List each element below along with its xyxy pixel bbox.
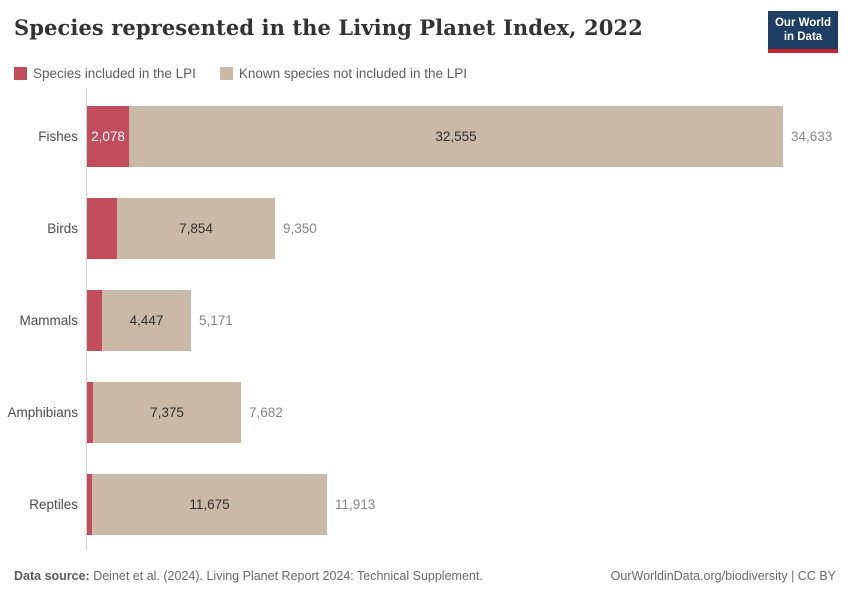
bar-total-value: 11,913 (335, 497, 376, 512)
bar-segment-lpi[interactable] (87, 198, 117, 259)
stacked-bar: 11,675 11,913 (87, 474, 375, 535)
bar-segment-value: 7,375 (150, 405, 184, 420)
bar-total-value: 7,682 (249, 405, 283, 420)
data-source-label: Data source: (14, 569, 90, 583)
bar-segment-value: 32,555 (435, 129, 477, 144)
bar-segment-not-included[interactable]: 11,675 (92, 474, 327, 535)
bar-segment-lpi[interactable] (87, 474, 92, 535)
chart-row-mammals: Mammals 4,447 5,171 (0, 290, 850, 351)
stacked-bar: 4,447 5,171 (87, 290, 233, 351)
bar-segment-not-included[interactable]: 7,375 (93, 382, 241, 443)
owid-logo-line1: Our World (774, 17, 831, 29)
chart-row-reptiles: Reptiles 11,675 11,913 (0, 474, 850, 535)
bar-segment-lpi[interactable] (87, 290, 102, 351)
bar-segment-value: 11,675 (189, 497, 230, 512)
chart-footer: Data source: Deinet et al. (2024). Livin… (14, 569, 836, 583)
bar-segment-lpi[interactable] (87, 382, 93, 443)
y-axis-line (86, 88, 87, 550)
legend-label-not-included: Known species not included in the LPI (238, 66, 468, 81)
stacked-bar: 7,854 9,350 (87, 198, 317, 259)
stacked-bar: 7,375 7,682 (87, 382, 283, 443)
legend-item-lpi: Species included in the LPI (14, 66, 196, 81)
category-label: Mammals (19, 313, 78, 328)
bar-total-value: 9,350 (283, 221, 317, 236)
category-label: Amphibians (7, 405, 78, 420)
legend-swatch-lpi (14, 67, 27, 80)
chart-row-fishes: Fishes 2,078 32,555 34,633 (0, 106, 850, 167)
category-label: Fishes (38, 129, 78, 144)
category-label: Reptiles (29, 497, 78, 512)
chart-row-birds: Birds 7,854 9,350 (0, 198, 850, 259)
bar-segment-not-included[interactable]: 4,447 (102, 290, 191, 351)
legend-swatch-not-included (219, 67, 233, 80)
chart-legend: Species included in the LPI Known specie… (14, 66, 467, 81)
legend-label-lpi: Species included in the LPI (33, 66, 196, 81)
bar-total-value: 34,633 (791, 129, 833, 144)
bar-segment-value: 7,854 (179, 221, 213, 236)
bar-segment-value: 4,447 (129, 313, 164, 328)
bar-segment-value: 2,078 (91, 129, 125, 144)
data-source-text: Deinet et al. (2024). Living Planet Repo… (89, 569, 483, 583)
owid-logo[interactable]: Our World in Data (768, 11, 838, 53)
legend-item-not-included: Known species not included in the LPI (219, 66, 468, 81)
owid-logo-line2: in Data (783, 31, 823, 44)
category-label: Birds (47, 221, 78, 236)
page-title: Species represented in the Living Planet… (14, 15, 643, 40)
bar-segment-not-included[interactable]: 7,854 (117, 198, 275, 259)
data-source-note: Data source: Deinet et al. (2024). Livin… (14, 569, 483, 583)
stacked-bar: 2,078 32,555 34,633 (87, 106, 832, 167)
bar-segment-not-included[interactable]: 32,555 (129, 106, 783, 167)
owid-url-license[interactable]: OurWorldinData.org/biodiversity | CC BY (610, 569, 836, 583)
bar-total-value: 5,171 (199, 313, 233, 328)
bar-segment-lpi[interactable]: 2,078 (87, 106, 129, 167)
chart-row-amphibians: Amphibians 7,375 7,682 (0, 382, 850, 443)
